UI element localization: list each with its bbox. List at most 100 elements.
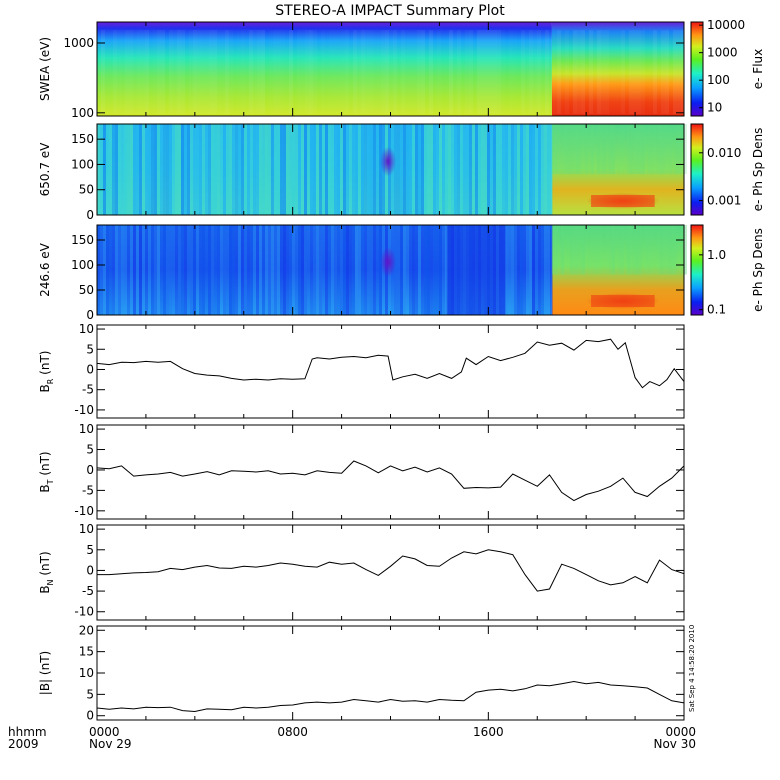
spectrogram-streak xyxy=(214,124,217,215)
spectrogram-streak xyxy=(109,124,112,215)
spectrogram-streak xyxy=(425,30,429,114)
spectrogram-streak xyxy=(641,225,645,275)
spectrogram-streak xyxy=(638,225,642,275)
y-tick-label: 20 xyxy=(79,623,94,637)
spectrogram-streak xyxy=(277,124,280,215)
spectrogram-streak xyxy=(427,124,430,215)
spectrogram-streak xyxy=(445,225,448,315)
colorbar-tick-label: 10000 xyxy=(707,18,745,32)
spectrogram-streak xyxy=(656,124,660,175)
spectrogram-streak xyxy=(223,124,226,215)
spectrogram-streak xyxy=(429,30,433,114)
spectrogram-streak xyxy=(199,225,202,315)
spectrogram-streak xyxy=(277,225,280,315)
spectrogram-streak xyxy=(139,124,142,215)
spectrogram-streak xyxy=(653,30,657,114)
x-tick-label: 0800 xyxy=(277,725,308,739)
spectrogram-streak xyxy=(106,124,109,215)
spectrogram-streak xyxy=(286,124,289,215)
spectrogram-streak xyxy=(301,30,305,114)
y-tick-label: 150 xyxy=(71,233,94,247)
spectrogram-streak xyxy=(277,30,281,114)
spectrogram-streak xyxy=(569,124,573,175)
colorbar-label: e- Ph Sp Dens xyxy=(751,228,765,312)
spectrogram-streak xyxy=(274,124,277,215)
spectrogram-streak xyxy=(181,225,184,315)
spectrogram-streak xyxy=(301,225,304,315)
spectrogram-streak xyxy=(487,124,490,215)
x-tick-label: 0000 xyxy=(665,725,696,739)
spectrogram-streak xyxy=(292,124,295,215)
spectrogram-streak xyxy=(118,225,121,315)
spectrogram-streak xyxy=(184,225,187,315)
y-tick-label: -10 xyxy=(74,403,94,417)
spectrogram-streak xyxy=(313,124,316,215)
spectrogram-streak xyxy=(136,225,139,315)
spectrogram-streak xyxy=(235,225,238,315)
spectrogram-streak xyxy=(172,225,175,315)
spectrogram-streak xyxy=(541,225,544,315)
colorbar-tick-label: 1000 xyxy=(707,46,738,60)
spectrogram-streak xyxy=(268,124,271,215)
spectrogram-streak xyxy=(370,225,373,315)
spectrogram-streak xyxy=(358,124,361,215)
spectrogram-streak xyxy=(599,225,603,275)
spectrogram-streak xyxy=(533,30,537,114)
spectrogram-streak xyxy=(554,124,558,175)
spectrogram-streak xyxy=(589,30,593,114)
spectrogram-streak xyxy=(241,225,244,315)
spectrogram-streak xyxy=(109,225,112,315)
spectrogram-streak xyxy=(413,30,417,114)
spectrogram-streak xyxy=(349,225,352,315)
spectrogram-streak xyxy=(154,225,157,315)
spectrogram-streak xyxy=(163,225,166,315)
spectrogram-streak xyxy=(157,30,161,114)
y-tick-label: 1000 xyxy=(63,36,94,50)
spectrogram-streak xyxy=(373,225,376,315)
spectrogram-streak xyxy=(244,124,247,215)
spectrogram-streak xyxy=(427,225,430,315)
y-tick-label: -5 xyxy=(82,584,94,598)
spectrogram-streak xyxy=(623,225,627,275)
spectrogram-streak xyxy=(177,30,181,114)
spectrogram-streak xyxy=(253,225,256,315)
spectrogram-streak xyxy=(193,124,196,215)
spectrogram-streak xyxy=(379,124,382,215)
series-line-bt xyxy=(96,460,685,502)
spectrogram-streak xyxy=(520,124,523,215)
spectrogram-streak xyxy=(307,124,310,215)
spectrogram-streak xyxy=(484,124,487,215)
spectrogram-streak xyxy=(668,124,672,175)
spectrogram-streak xyxy=(127,225,130,315)
spectrogram-streak xyxy=(554,225,558,275)
spectrogram-streak xyxy=(253,30,257,114)
spectrogram-streak xyxy=(596,124,600,175)
spectrogram-streak xyxy=(346,225,349,315)
spectrogram-streak xyxy=(529,225,532,315)
spectrogram-streak xyxy=(481,30,485,114)
spectrogram-streak xyxy=(184,124,187,215)
spectrogram-streak xyxy=(208,225,211,315)
spectrogram-streak xyxy=(319,124,322,215)
spectrogram-streak xyxy=(160,225,163,315)
spectrogram-streak xyxy=(316,225,319,315)
spectrogram-streak xyxy=(538,124,541,215)
spectrogram-streak xyxy=(232,124,235,215)
spectrogram-streak xyxy=(601,30,605,114)
panel-frame xyxy=(96,524,685,621)
spectrogram-streak xyxy=(253,124,256,215)
spectrogram-streak xyxy=(259,124,262,215)
spectrogram-streak xyxy=(493,30,497,114)
footer-year: 2009 xyxy=(8,737,39,751)
spectrogram-streak xyxy=(229,225,232,315)
spectrogram-streak xyxy=(283,225,286,315)
colorbar xyxy=(690,224,704,316)
spectrogram-streak xyxy=(680,225,684,275)
spectrogram-streak xyxy=(133,124,136,215)
spectrogram-streak xyxy=(274,225,277,315)
spectrogram-streak xyxy=(653,225,657,275)
spectrogram-streak xyxy=(441,30,445,114)
spectrogram-streak xyxy=(629,225,633,275)
spectrogram-streak xyxy=(656,225,660,275)
spectrogram-streak xyxy=(361,30,365,114)
